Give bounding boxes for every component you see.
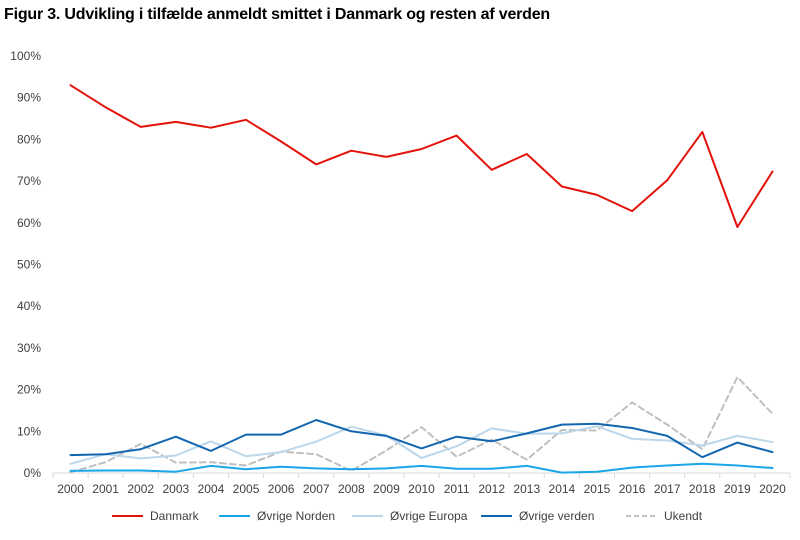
x-tick-label: 2017 — [654, 482, 681, 496]
chart-title: Figur 3. Udvikling i tilfælde anmeldt sm… — [4, 6, 551, 23]
x-tick-label: 2016 — [619, 482, 646, 496]
y-tick-label: 40% — [17, 299, 41, 313]
x-tick-label: 2015 — [584, 482, 611, 496]
legend-label: Ukendt — [664, 509, 703, 523]
y-tick-label: 60% — [17, 216, 41, 230]
y-tick-label: 80% — [17, 132, 41, 146]
x-tick-label: 2000 — [57, 482, 84, 496]
x-tick-label: 2018 — [689, 482, 716, 496]
series-line-danmark — [69, 84, 774, 228]
y-tick-label: 90% — [17, 91, 41, 105]
y-tick-label: 20% — [17, 383, 41, 397]
x-tick-label: 2010 — [408, 482, 435, 496]
x-tick-label: 2008 — [338, 482, 365, 496]
x-tick-label: 2003 — [162, 482, 189, 496]
x-tick-label: 2006 — [268, 482, 295, 496]
x-tick-label: 2020 — [759, 482, 786, 496]
x-tick-label: 2011 — [444, 482, 470, 496]
x-tick-label: 2013 — [513, 482, 540, 496]
x-tick-label: 2012 — [478, 482, 505, 496]
legend-label: Øvrige Europa — [390, 509, 468, 523]
y-tick-label: 70% — [17, 174, 41, 188]
x-tick-label: 2019 — [724, 482, 751, 496]
series-line-øvrige-norden — [69, 462, 774, 474]
legend-label: Øvrige Norden — [257, 509, 335, 523]
y-tick-label: 100% — [10, 49, 41, 63]
legend-label: Øvrige verden — [519, 509, 594, 523]
x-tick-label: 2001 — [92, 482, 119, 496]
series-line-øvrige-europa — [69, 425, 774, 465]
legend-label: Danmark — [150, 509, 200, 523]
x-tick-label: 2005 — [233, 482, 260, 496]
y-tick-label: 50% — [17, 258, 41, 272]
series-line-ukendt — [69, 376, 774, 474]
x-tick-label: 2004 — [198, 482, 225, 496]
x-tick-label: 2007 — [303, 482, 330, 496]
y-tick-label: 0% — [24, 466, 42, 480]
y-tick-label: 10% — [17, 424, 41, 438]
x-tick-label: 2014 — [549, 482, 576, 496]
series-line-øvrige-verden — [69, 419, 774, 459]
x-tick-label: 2009 — [373, 482, 400, 496]
x-tick-label: 2002 — [127, 482, 154, 496]
y-tick-label: 30% — [17, 341, 41, 355]
